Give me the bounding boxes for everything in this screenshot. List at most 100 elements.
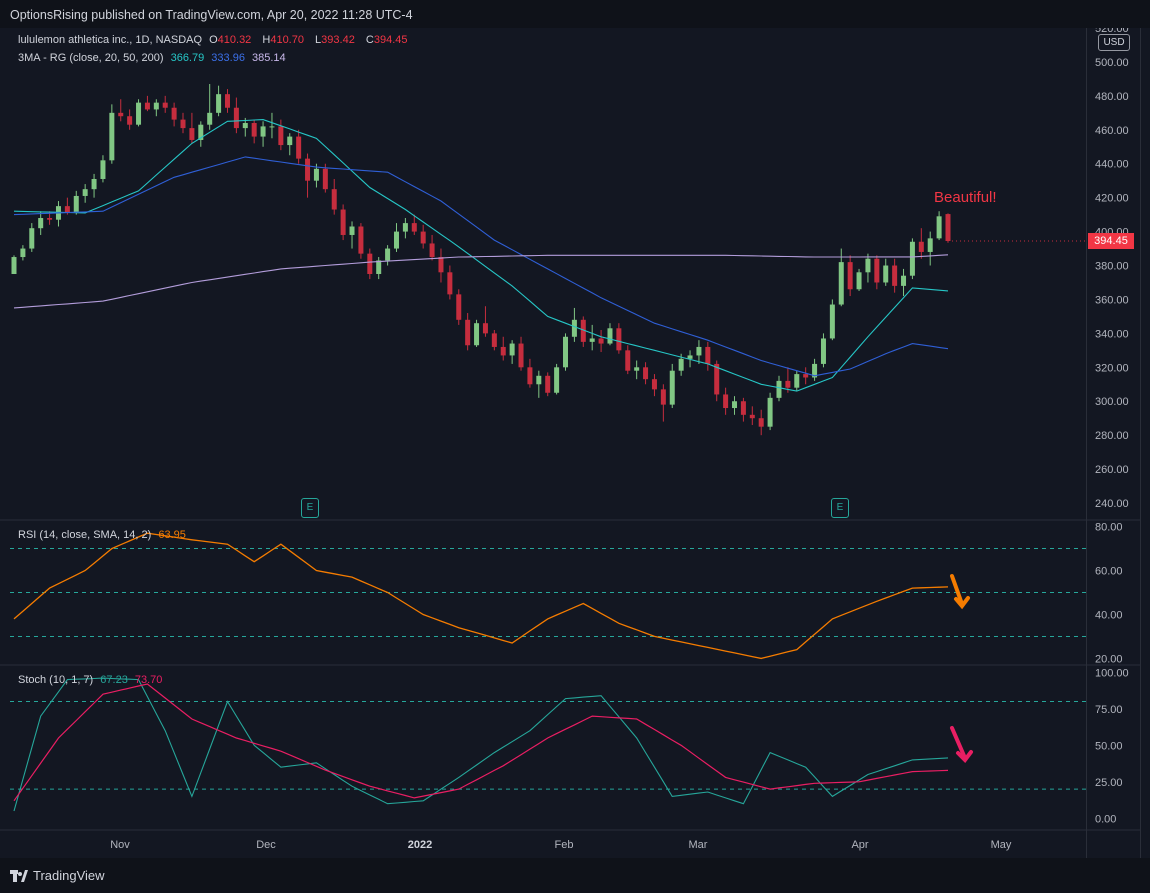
earnings-marker[interactable]: E <box>831 498 849 518</box>
candle-body <box>189 128 195 140</box>
candle-body <box>136 102 142 125</box>
last-price-badge: 394.45 <box>1088 233 1134 249</box>
candle-body <box>732 401 738 409</box>
close-label: C <box>365 34 374 46</box>
candle-body <box>64 206 70 213</box>
moving-average-line <box>13 119 949 392</box>
candle-body <box>269 126 275 128</box>
candle-body <box>723 394 729 409</box>
time-axis-tick-label: Dec <box>256 839 276 851</box>
candle-body <box>856 272 862 290</box>
candle-body <box>545 375 551 393</box>
candle-body <box>296 136 302 159</box>
candle-body <box>705 346 711 364</box>
moving-average-line <box>13 254 949 309</box>
candle-body <box>909 241 915 276</box>
candle-body <box>651 379 657 390</box>
ma-label: 3MA - RG (close, 20, 50, 200) <box>18 52 164 64</box>
earnings-marker[interactable]: E <box>301 498 319 518</box>
candle-body <box>803 374 809 378</box>
ma-legend[interactable]: 3MA - RG (close, 20, 50, 200) 366.79 333… <box>18 52 290 64</box>
candle-body <box>892 265 898 286</box>
low-value: 393.42 <box>321 34 355 46</box>
candle-body <box>474 323 480 346</box>
candle-body <box>438 257 444 273</box>
price-axis-tick-label: 380.00 <box>1095 261 1129 273</box>
stoch-legend[interactable]: Stoch (10, 1, 7) 67.23 73.70 <box>18 674 166 686</box>
candle-body <box>794 374 800 388</box>
candle-body <box>233 107 239 129</box>
candle-body <box>812 363 818 378</box>
candle-body <box>838 262 844 305</box>
candle-body <box>171 107 177 120</box>
price-axis-tick-label: 460.00 <box>1095 125 1129 137</box>
stoch-axis-tick-label: 50.00 <box>1095 740 1123 752</box>
down-arrow-icon <box>950 726 973 764</box>
candle-body <box>385 248 391 261</box>
ma50-value: 333.96 <box>211 52 245 64</box>
candle-body <box>109 112 115 161</box>
candle-body <box>331 189 337 210</box>
candle-body <box>829 304 835 339</box>
candle-body <box>224 94 230 108</box>
candle-body <box>767 397 773 427</box>
candle-body <box>643 367 649 380</box>
price-axis-tick-label: 320.00 <box>1095 362 1129 374</box>
rsi-axis-tick-label: 60.00 <box>1095 566 1123 578</box>
candle-body <box>554 367 560 393</box>
price-axis-tick-label: 260.00 <box>1095 464 1129 476</box>
candle-body <box>820 338 826 364</box>
candle-body <box>127 116 133 125</box>
candle-body <box>883 265 889 283</box>
candle-body <box>936 216 942 239</box>
moving-average-line <box>13 156 949 377</box>
candle-body <box>687 355 693 359</box>
price-axis-tick-label: 480.00 <box>1095 91 1129 103</box>
candle-body <box>447 272 453 295</box>
candle-body <box>11 257 17 274</box>
candle-body <box>456 294 462 320</box>
candle-body <box>242 123 248 129</box>
candle-body <box>927 238 933 252</box>
candle-body <box>305 158 311 181</box>
rsi-legend[interactable]: RSI (14, close, SMA, 14, 2) 63.95 <box>18 529 190 541</box>
ma200-value: 385.14 <box>252 52 286 64</box>
candle-body <box>322 168 328 190</box>
currency-badge[interactable]: USD <box>1098 34 1130 51</box>
tradingview-logo-icon <box>10 869 28 882</box>
price-axis-tick-label: 240.00 <box>1095 498 1129 510</box>
candle-body <box>118 112 124 117</box>
publisher-bar: OptionsRising published on TradingView.c… <box>0 0 1150 28</box>
tradingview-logo[interactable]: TradingView <box>10 868 105 883</box>
high-value: 410.70 <box>270 34 304 46</box>
candle-body <box>260 126 266 137</box>
annotation-text[interactable]: Beautiful! <box>934 189 997 206</box>
candle-body <box>340 209 346 235</box>
candle-body <box>482 323 488 334</box>
candle-body <box>527 367 533 385</box>
candle-body <box>901 275 907 286</box>
candle-body <box>180 119 186 129</box>
candle-body <box>278 126 284 146</box>
candle-body <box>287 136 293 146</box>
candle-body <box>598 338 604 344</box>
candle-body <box>563 336 569 368</box>
candle-body <box>29 228 35 249</box>
candle-body <box>660 389 666 405</box>
symbol-legend[interactable]: lululemon athletica inc., 1D, NASDAQ O41… <box>18 34 416 46</box>
stoch-axis-tick-label: 25.00 <box>1095 777 1123 789</box>
candle-body <box>589 338 595 342</box>
price-axis-tick-label: 280.00 <box>1095 430 1129 442</box>
candle-body <box>313 168 319 181</box>
candle-body <box>607 328 613 344</box>
time-axis-tick-label: Nov <box>110 839 130 851</box>
candle-body <box>740 401 746 415</box>
time-axis-tick-label: Feb <box>555 839 574 851</box>
ma20-value: 366.79 <box>170 52 205 64</box>
candle-body <box>500 346 506 356</box>
candle-body <box>349 226 355 235</box>
stoch-d-value: 73.70 <box>134 674 163 686</box>
candle-body <box>367 253 373 274</box>
close-value: 394.45 <box>373 34 408 46</box>
